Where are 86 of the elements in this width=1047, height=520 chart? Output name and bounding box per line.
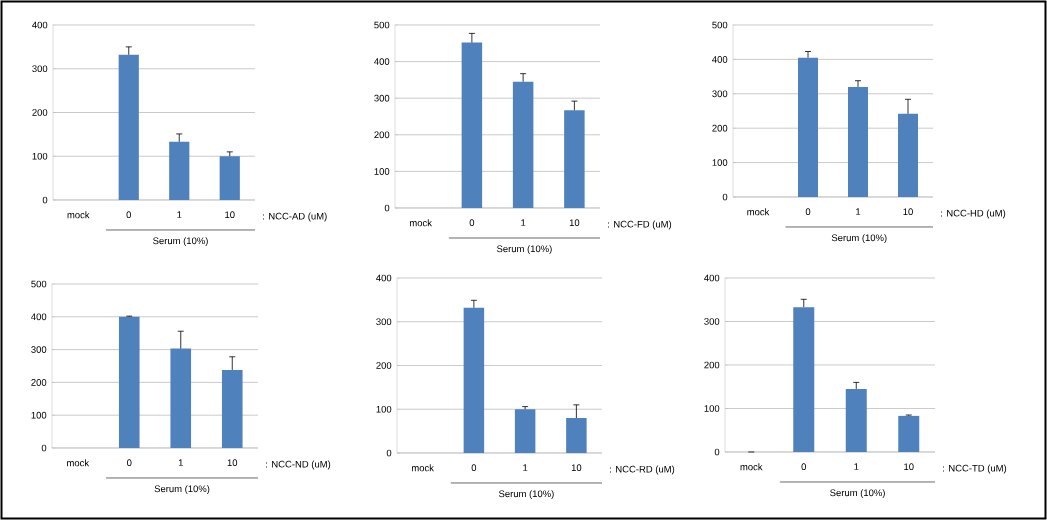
bar	[221, 369, 243, 448]
y-tick-label: 300	[712, 90, 728, 98]
x-tick-label: mock	[409, 219, 432, 227]
bar	[798, 57, 819, 197]
bar	[848, 86, 869, 197]
bar	[170, 348, 192, 448]
y-tick-label: 200	[374, 131, 390, 139]
x-tick-label: 0	[127, 459, 132, 467]
x-axis-title: Serum (10%)	[498, 490, 554, 499]
bar	[898, 113, 919, 197]
x-tick-label: 0	[469, 219, 475, 227]
text: : NCC-FD (uM)	[608, 220, 672, 230]
x-tick-label: 0	[471, 464, 477, 472]
y-tick-label: 0	[722, 193, 728, 201]
x-tick-label: 1	[178, 459, 183, 466]
x-tick-label: mock	[411, 464, 434, 472]
y-tick-label: 500	[712, 21, 728, 29]
bar	[793, 307, 815, 452]
x-tick-label: mock	[67, 211, 90, 219]
y-tick-label: 200	[376, 362, 392, 369]
y-tick-label: 400	[374, 58, 390, 65]
y-tick-label: 200	[31, 379, 47, 386]
x-tick-label: 0	[801, 463, 807, 471]
x-tick-label: mock	[740, 463, 763, 471]
x-axis-title: Serum (10%)	[154, 485, 210, 494]
text: : NCC-RD (uM)	[610, 465, 675, 475]
x-axis-title: Serum (10%)	[830, 489, 885, 498]
y-tick-label: 100	[31, 411, 47, 419]
bar	[514, 409, 536, 453]
y-tick-label: 100	[32, 152, 48, 160]
x-tick-label: 1	[854, 463, 859, 470]
y-tick-label: 300	[32, 65, 48, 73]
bar	[566, 417, 587, 453]
x-axis-title: Serum (10%)	[496, 245, 552, 254]
y-tick-label: 400	[704, 274, 720, 282]
text: : NCC-HD (uM)	[941, 209, 1006, 219]
y-tick-label: 0	[41, 444, 47, 452]
y-tick-label: 300	[376, 318, 392, 326]
y-tick-label: 300	[31, 346, 47, 353]
y-tick-label: 100	[704, 405, 720, 412]
y-tick-label: 100	[712, 159, 728, 166]
x-tick-label: 10	[903, 208, 913, 216]
y-tick-label: 400	[376, 274, 392, 282]
y-tick-label: 0	[714, 448, 720, 456]
bar	[118, 54, 139, 200]
text: : NCC-ND (uM)	[266, 460, 331, 470]
x-tick-label: 10	[571, 464, 582, 472]
text: : NCC-TD (uM)	[943, 464, 1007, 474]
x-tick-label: 10	[569, 219, 580, 227]
bar	[512, 81, 534, 208]
bar	[461, 42, 483, 208]
y-tick-label: 400	[712, 56, 728, 63]
y-tick-label: 100	[374, 168, 390, 175]
x-tick-label: 0	[126, 211, 132, 219]
x-axis-title: Serum (10%)	[831, 234, 887, 243]
y-tick-label: 0	[386, 449, 392, 457]
bar	[169, 141, 190, 200]
y-tick-label: 500	[31, 280, 47, 288]
y-tick-label: 200	[712, 124, 728, 132]
text: : NCC-AD (uM)	[263, 212, 327, 222]
x-tick-label: 1	[177, 211, 182, 218]
x-tick-label: 1	[856, 208, 861, 215]
x-tick-label: 10	[904, 463, 914, 471]
y-tick-label: 200	[32, 109, 48, 116]
bar	[118, 316, 140, 448]
x-tick-label: 10	[225, 211, 235, 219]
y-tick-label: 0	[42, 196, 48, 204]
x-tick-label: mock	[67, 459, 90, 467]
bar	[219, 156, 240, 200]
x-tick-label: mock	[747, 208, 770, 216]
x-tick-label: 10	[227, 459, 238, 467]
x-tick-label: 1	[523, 464, 528, 471]
y-tick-label: 500	[374, 21, 390, 29]
x-axis-title: Serum (10%)	[153, 237, 208, 246]
bar	[463, 307, 485, 453]
bar	[845, 388, 867, 452]
y-tick-label: 100	[376, 405, 392, 413]
bar	[564, 110, 585, 208]
x-tick-label: 0	[805, 208, 811, 216]
x-tick-label: 1	[521, 219, 526, 226]
y-tick-label: 400	[31, 313, 47, 321]
y-tick-label: 200	[704, 361, 720, 369]
y-tick-label: 400	[32, 21, 48, 29]
y-tick-label: 300	[704, 318, 720, 325]
bar	[898, 415, 920, 452]
y-tick-label: 300	[374, 94, 390, 102]
